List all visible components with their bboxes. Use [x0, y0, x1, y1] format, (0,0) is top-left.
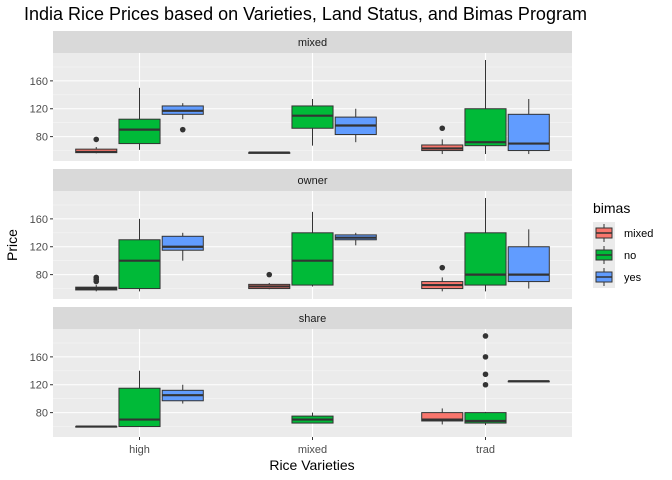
outlier-point	[266, 271, 273, 278]
box-iqr	[291, 232, 334, 286]
outlier-point	[482, 381, 489, 388]
facet-panels: mixed 80 120 160 owner 80 120 160 share 80 120 160 h…	[30, 31, 572, 456]
box-iqr	[421, 412, 464, 422]
y-tick-label: 160	[30, 214, 48, 226]
y-tick-label: 160	[30, 76, 48, 88]
outlier-point	[482, 371, 489, 378]
box-trad-mixed	[421, 264, 464, 292]
y-tick-label: 120	[30, 104, 48, 116]
outlier-point	[439, 264, 446, 271]
box-mixed-yes	[334, 108, 377, 143]
box-trad-yes	[507, 380, 550, 383]
outlier-point	[482, 354, 489, 360]
box-high-mixed	[75, 425, 118, 428]
y-tick-label: 80	[36, 132, 48, 144]
box-trad-no	[464, 333, 507, 426]
box-trad-no	[464, 59, 507, 155]
facet-strip	[53, 169, 572, 191]
box-high-no	[118, 218, 161, 292]
box-high-mixed	[75, 274, 118, 292]
legend-title: bimas	[593, 200, 630, 216]
x-tick-label: trad	[476, 444, 495, 456]
box-iqr	[464, 108, 507, 147]
box-high-no	[118, 87, 161, 150]
box-trad-yes	[507, 98, 550, 155]
box-iqr	[118, 118, 161, 145]
box-iqr	[464, 412, 507, 424]
outlier-point	[439, 125, 446, 132]
box-iqr	[464, 232, 507, 286]
facet-strip-label: mixed	[298, 37, 327, 49]
facet-strip	[53, 31, 572, 53]
y-tick-label: 120	[30, 380, 48, 392]
legend-label: yes	[624, 272, 642, 284]
legend-item-yes: yes	[593, 266, 642, 288]
chart-title: India Rice Prices based on Varieties, La…	[24, 4, 587, 24]
legend: bimas mixed no yes	[593, 200, 653, 288]
facet-strip-label: owner	[298, 175, 328, 187]
box-mixed-yes	[334, 232, 377, 246]
outlier-point	[93, 136, 100, 143]
box-trad-yes	[507, 229, 550, 289]
outlier-point	[179, 126, 186, 133]
box-iqr	[161, 235, 204, 251]
outlier-point	[93, 274, 100, 281]
y-tick-label: 80	[36, 408, 48, 420]
box-trad-mixed	[421, 125, 464, 155]
x-tick-label: high	[129, 444, 150, 456]
box-mixed-no	[291, 412, 334, 424]
box-mixed-no	[291, 211, 334, 287]
legend-label: no	[624, 250, 636, 262]
box-iqr	[118, 239, 161, 290]
box-trad-no	[464, 197, 507, 292]
legend-label: mixed	[624, 228, 653, 240]
box-iqr	[291, 105, 334, 129]
box-high-yes	[161, 232, 204, 261]
box-mixed-mixed	[248, 151, 291, 154]
box-iqr	[507, 113, 550, 152]
outlier-point	[482, 333, 489, 339]
facet-panel-owner: owner 80 120 160	[30, 169, 572, 299]
box-mixed-mixed	[248, 271, 291, 290]
x-tick-label: mixed	[298, 444, 327, 456]
box-mixed-no	[291, 98, 334, 146]
x-axis-title: Rice Varieties	[269, 457, 354, 473]
y-axis-title: Price	[4, 229, 20, 261]
facet-strip-label: share	[299, 313, 327, 325]
legend-item-mixed: mixed	[593, 222, 653, 244]
facet-panel-share: share 80 120 160	[30, 307, 572, 437]
box-iqr	[507, 246, 550, 283]
box-high-no	[118, 370, 161, 428]
box-high-yes	[161, 384, 204, 404]
legend-item-no: no	[593, 244, 636, 266]
y-tick-label: 120	[30, 242, 48, 254]
facet-panel-mixed: mixed 80 120 160	[30, 31, 572, 161]
box-trad-mixed	[421, 408, 464, 425]
facet-strip	[53, 307, 572, 329]
y-tick-label: 160	[30, 352, 48, 364]
box-iqr	[118, 387, 161, 428]
y-tick-label: 80	[36, 270, 48, 282]
box-high-mixed	[75, 136, 118, 154]
box-high-yes	[161, 103, 204, 133]
